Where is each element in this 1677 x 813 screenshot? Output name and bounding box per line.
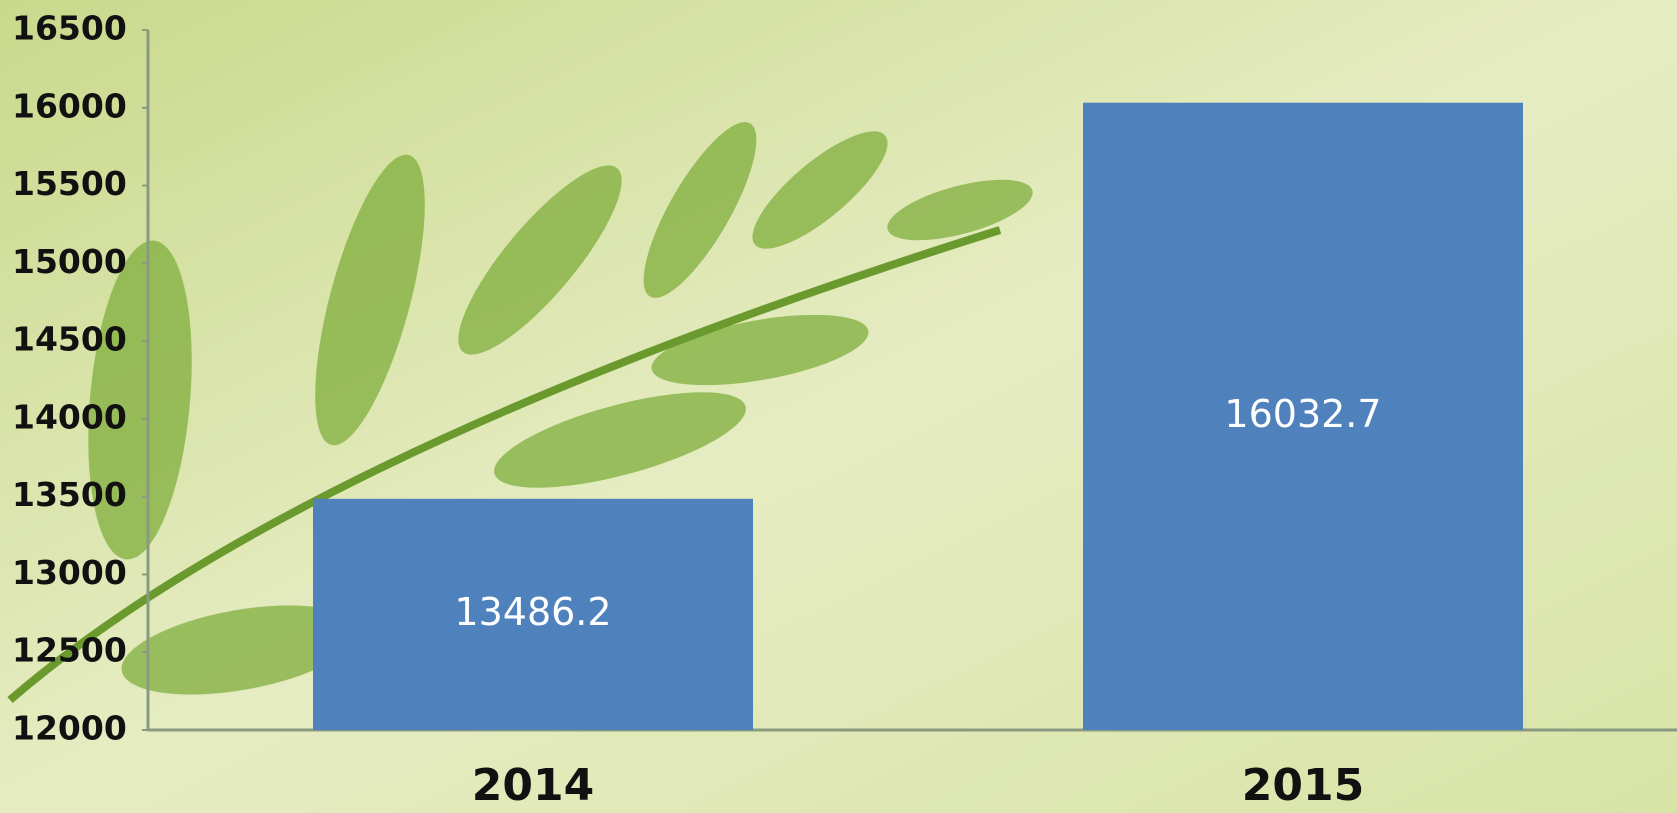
y-tick-label: 16500 — [12, 9, 127, 48]
y-tick-label: 12000 — [12, 709, 127, 748]
y-tick-label: 13500 — [12, 475, 127, 514]
value-label: 13486.2 — [454, 590, 611, 634]
x-tick-label: 2015 — [1242, 760, 1364, 811]
y-tick-label: 14000 — [12, 397, 127, 436]
y-tick-label: 16000 — [12, 86, 127, 125]
y-tick-label: 15000 — [12, 242, 127, 281]
x-tick-label: 2014 — [472, 760, 594, 811]
chart: 12000 12500 13000 13500 14000 14500 15000 15500… — [0, 0, 1677, 813]
y-tick-label: 12500 — [12, 631, 127, 670]
y-tick-label: 14500 — [12, 320, 127, 359]
page: 12000 12500 13000 13500 14000 14500 15000 15500… — [0, 0, 1677, 813]
y-tick-label: 13000 — [12, 553, 127, 592]
value-label: 16032.7 — [1224, 392, 1381, 436]
y-tick-label: 15500 — [12, 164, 127, 203]
